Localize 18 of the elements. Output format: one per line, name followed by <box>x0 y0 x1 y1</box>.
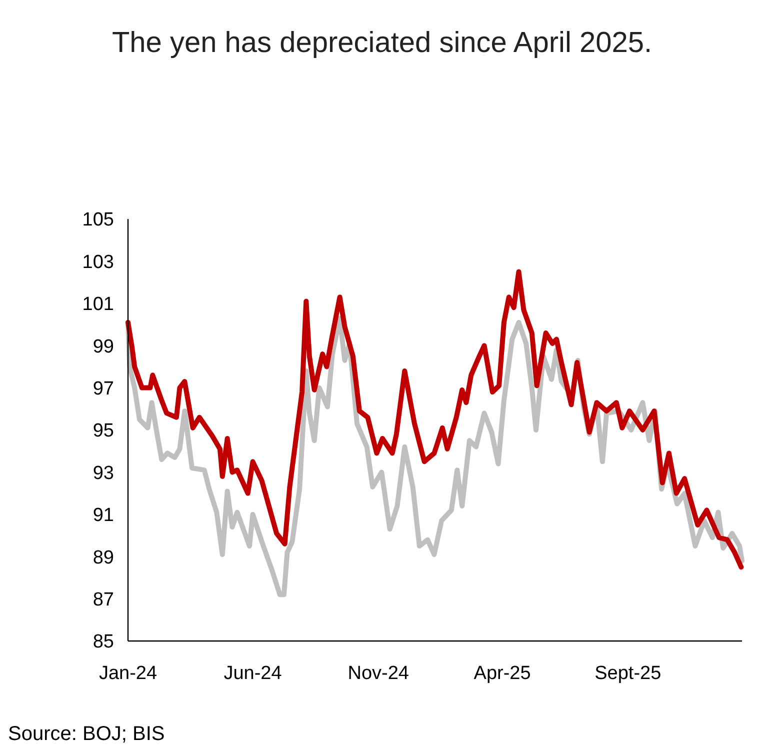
source-note: Source: BOJ; BIS <box>8 723 165 745</box>
y-tick-label: 89 <box>92 547 114 568</box>
y-tick-label: 103 <box>82 252 114 273</box>
y-tick-label: 101 <box>82 294 114 316</box>
x-tick-label: Sept-25 <box>594 663 662 684</box>
y-tick-label: 91 <box>92 505 114 526</box>
y-tick-label: 87 <box>92 589 114 610</box>
y-tick-label: 93 <box>92 462 114 484</box>
y-tick-label: 105 <box>82 210 114 231</box>
x-tick-label: Jan-24 <box>98 663 158 684</box>
x-tick-label: Jun-24 <box>224 663 282 684</box>
x-tick-label: Apr-25 <box>474 663 531 684</box>
x-tick-label: Nov-24 <box>348 663 410 684</box>
y-tick-label: 99 <box>92 336 114 358</box>
y-tick-label: 97 <box>92 378 114 400</box>
y-tick-label: 95 <box>92 420 114 442</box>
chart-title: The yen has depreciated since April 2025. <box>112 27 652 59</box>
y-tick-label: 85 <box>92 632 114 653</box>
